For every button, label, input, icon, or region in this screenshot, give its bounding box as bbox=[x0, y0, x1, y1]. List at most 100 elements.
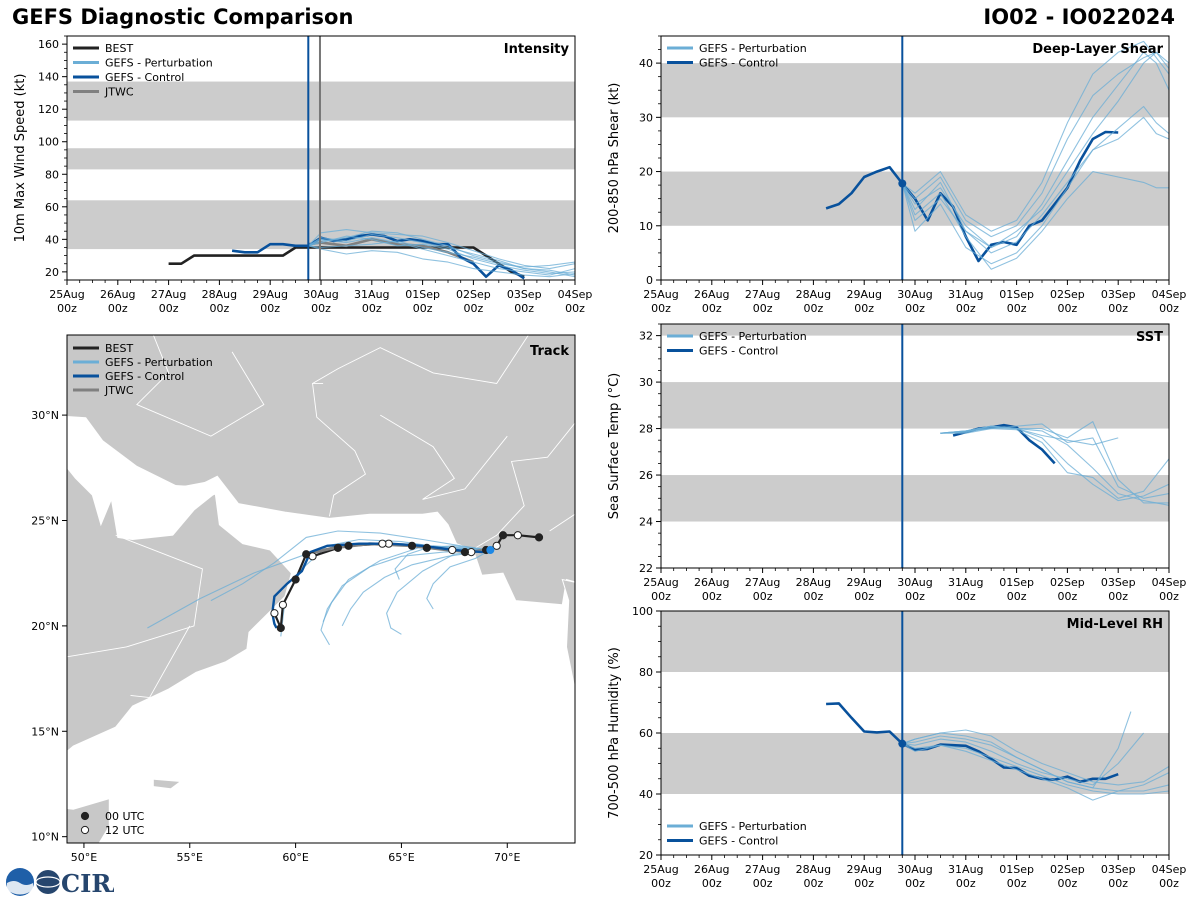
x-tick-label-hour: 00z bbox=[905, 877, 925, 890]
x-tick-label-hour: 00z bbox=[702, 590, 722, 603]
x-tick-label-hour: 00z bbox=[311, 302, 331, 315]
y-tick-label: 120 bbox=[38, 103, 59, 116]
legend-00utc-marker bbox=[80, 811, 90, 821]
lon-tick-label: 60°E bbox=[282, 851, 308, 864]
border-pakistan-provinces bbox=[380, 414, 508, 500]
x-tick-label-day: 28Aug bbox=[796, 576, 831, 589]
best-track-00utc-point bbox=[460, 548, 470, 557]
y-tick-label: 80 bbox=[639, 666, 653, 679]
legend-label: BEST bbox=[105, 42, 133, 55]
legend-label: GEFS - Perturbation bbox=[699, 330, 807, 343]
x-tick-label-day: 04Sep bbox=[558, 288, 593, 301]
panel-title: Deep-Layer Shear bbox=[1032, 42, 1163, 57]
x-tick-label-hour: 00z bbox=[1159, 877, 1179, 890]
water-gulf-of-aden bbox=[67, 746, 74, 752]
chart-intensity: 25Aug00z26Aug00z27Aug00z28Aug00z29Aug00z… bbox=[13, 35, 593, 315]
series-perturbation-line bbox=[940, 428, 1169, 499]
map-layer bbox=[42, 327, 575, 843]
shaded-band bbox=[661, 611, 1169, 672]
x-tick-label-day: 30Aug bbox=[897, 863, 932, 876]
best-track-12utc-point bbox=[513, 531, 522, 540]
x-tick-label-day: 04Sep bbox=[1152, 863, 1187, 876]
lat-tick-label: 20°N bbox=[31, 620, 59, 633]
shaded-band bbox=[67, 81, 575, 121]
perturbation-track-line bbox=[322, 545, 491, 622]
x-tick-label-day: 27Aug bbox=[745, 288, 780, 301]
series-perturbation-line bbox=[901, 40, 1169, 232]
y-tick-label: 10 bbox=[639, 220, 653, 233]
x-tick-label-hour: 00z bbox=[1007, 302, 1027, 315]
series-perturbation-line bbox=[940, 425, 1119, 446]
x-tick-label-hour: 00z bbox=[956, 302, 976, 315]
series-control-line bbox=[826, 702, 1119, 784]
plot-frame bbox=[660, 323, 1170, 569]
border-iran-pakistan bbox=[312, 383, 367, 517]
perturbation-track-line bbox=[426, 549, 491, 610]
y-axis-label: 10m Max Wind Speed (kt) bbox=[13, 74, 28, 243]
chart-shear: 25Aug00z26Aug00z27Aug00z28Aug00z29Aug00z… bbox=[607, 35, 1187, 315]
x-tick-label-day: 02Sep bbox=[1050, 863, 1085, 876]
x-tick-label-hour: 00z bbox=[702, 877, 722, 890]
x-tick-label-day: 28Aug bbox=[796, 863, 831, 876]
series-perturbation-line bbox=[902, 743, 1169, 801]
lon-tick-label: 70°E bbox=[494, 851, 520, 864]
x-tick-label-day: 26Aug bbox=[694, 288, 729, 301]
best-track-12utc-point bbox=[492, 541, 501, 550]
x-tick-label-hour: 00z bbox=[1108, 877, 1128, 890]
best-track-00utc-point bbox=[422, 543, 431, 552]
land-arabia bbox=[67, 466, 292, 753]
y-tick-label: 40 bbox=[45, 233, 59, 246]
y-tick-label: 100 bbox=[632, 605, 653, 618]
legend-label: GEFS - Control bbox=[105, 71, 184, 84]
legend-label: GEFS - Control bbox=[699, 57, 778, 70]
x-tick-label-hour: 00z bbox=[1007, 877, 1027, 890]
x-tick-label-hour: 00z bbox=[854, 877, 874, 890]
x-tick-label-hour: 00z bbox=[565, 302, 585, 315]
border-oman-yemen bbox=[130, 625, 191, 699]
x-tick-label-day: 30Aug bbox=[897, 288, 932, 301]
init-point-marker bbox=[898, 739, 907, 748]
x-tick-label-hour: 00z bbox=[905, 590, 925, 603]
marker-legend-label: 12 UTC bbox=[105, 824, 145, 837]
series-perturbation-line bbox=[308, 245, 575, 278]
logo-text: CIRA bbox=[61, 869, 114, 898]
x-tick-label-day: 28Aug bbox=[202, 288, 237, 301]
legend-label: BEST bbox=[105, 342, 133, 355]
x-tick-label-hour: 00z bbox=[905, 302, 925, 315]
series-perturbation-line bbox=[901, 51, 1169, 238]
legend-label: GEFS - Perturbation bbox=[105, 356, 213, 369]
x-tick-label-day: 29Aug bbox=[846, 863, 881, 876]
x-tick-label-day: 26Aug bbox=[100, 288, 135, 301]
border-iran-provinces bbox=[136, 335, 265, 437]
legend-label: GEFS - Control bbox=[105, 370, 184, 383]
x-tick-label-day: 01Sep bbox=[999, 576, 1034, 589]
perturbation-track-line bbox=[386, 549, 491, 635]
water-caspian-edge bbox=[42, 327, 57, 403]
x-tick-label-day: 04Sep bbox=[1152, 288, 1187, 301]
land-horn-africa bbox=[67, 798, 110, 843]
series-perturbation-line bbox=[308, 235, 575, 275]
y-tick-label: 140 bbox=[38, 71, 59, 84]
border-india-states bbox=[549, 513, 575, 532]
best-track-12utc-point bbox=[448, 545, 457, 555]
series-perturbation-line bbox=[307, 229, 575, 270]
panel-title: Track bbox=[530, 344, 569, 359]
series-perturbation-line bbox=[308, 240, 575, 268]
lon-tick-label: 50°E bbox=[71, 851, 97, 864]
perturbation-track-line bbox=[341, 549, 491, 627]
x-tick-label-day: 30Aug bbox=[303, 288, 338, 301]
globe-orbit-icon bbox=[35, 876, 61, 888]
x-tick-label-hour: 00z bbox=[1108, 302, 1128, 315]
x-tick-label-day: 29Aug bbox=[846, 576, 881, 589]
x-tick-label-day: 26Aug bbox=[694, 576, 729, 589]
series-perturbation-line bbox=[308, 237, 575, 276]
x-tick-label-hour: 00z bbox=[956, 877, 976, 890]
x-tick-label-day: 02Sep bbox=[1050, 288, 1085, 301]
panel-title: Intensity bbox=[504, 42, 570, 57]
x-tick-label-day: 26Aug bbox=[694, 863, 729, 876]
series-perturbation-line bbox=[940, 421, 1169, 504]
x-tick-label-hour: 00z bbox=[1058, 302, 1078, 315]
best-track-00utc-point bbox=[291, 575, 300, 584]
best-track-00utc-point bbox=[302, 550, 311, 559]
